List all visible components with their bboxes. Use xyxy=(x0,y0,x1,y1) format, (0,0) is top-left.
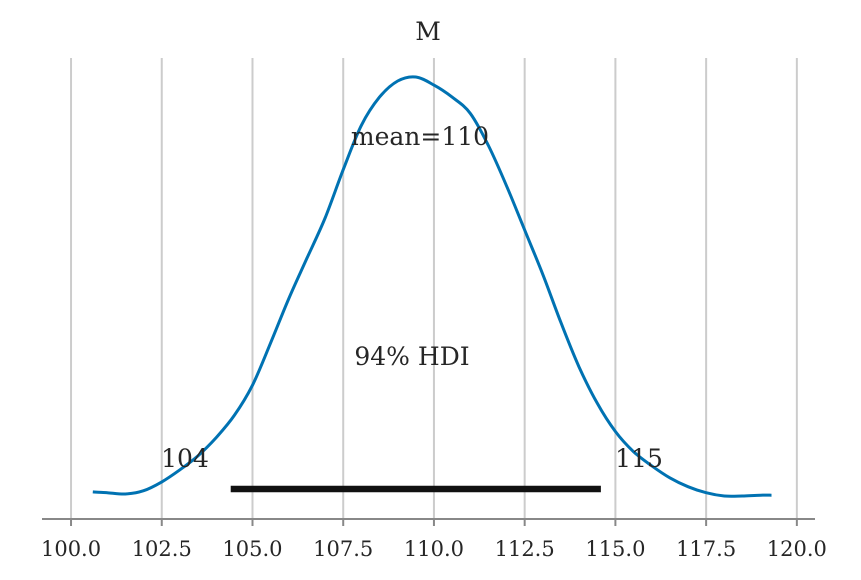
x-tick-label: 115.0 xyxy=(585,537,645,561)
density-curve xyxy=(92,75,772,498)
x-tick-label: 117.5 xyxy=(676,537,736,561)
hdi-high-label: 115 xyxy=(615,444,663,473)
x-tick-label: 102.5 xyxy=(132,537,192,561)
x-tick-label: 112.5 xyxy=(495,537,555,561)
hdi-label: 94% HDI xyxy=(354,342,469,371)
mean-annotation: mean=110 xyxy=(351,122,489,151)
chart-title: M xyxy=(415,17,441,46)
x-tick-label: 107.5 xyxy=(313,537,373,561)
x-tick-label: 120.0 xyxy=(767,537,827,561)
grid-lines xyxy=(70,58,798,519)
hdi-low-label: 104 xyxy=(161,444,209,473)
x-tick-label: 105.0 xyxy=(222,537,282,561)
x-tick-label: 110.0 xyxy=(404,537,464,561)
x-tick-label: 100.0 xyxy=(41,537,101,561)
x-axis: 100.0 102.5 105.0 107.5 110.0 112.5 115.0 117.5… xyxy=(41,518,827,561)
